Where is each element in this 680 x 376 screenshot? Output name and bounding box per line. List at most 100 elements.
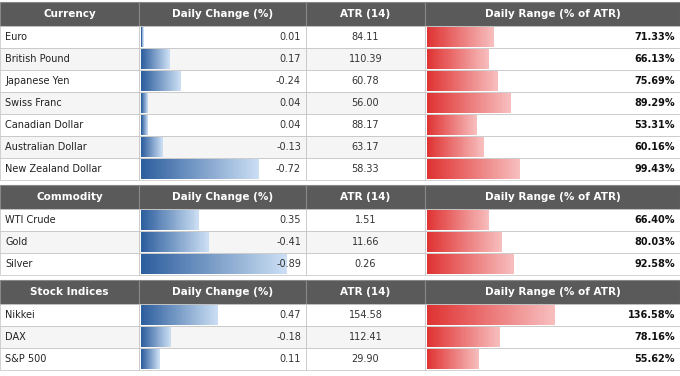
Bar (444, 254, 446, 274)
Bar (430, 327, 432, 347)
Bar (518, 305, 521, 325)
Bar (143, 349, 144, 369)
Bar (458, 115, 459, 135)
Bar (306, 280, 425, 304)
Bar (146, 349, 147, 369)
Bar (427, 210, 428, 230)
Bar (475, 137, 477, 157)
Bar (203, 305, 204, 325)
Bar (146, 349, 147, 369)
Bar (204, 159, 206, 179)
Text: 71.33%: 71.33% (634, 32, 675, 42)
Bar (433, 49, 435, 69)
Bar (499, 254, 501, 274)
Bar (142, 71, 143, 91)
Bar (433, 305, 436, 325)
Bar (481, 254, 483, 274)
Bar (466, 210, 468, 230)
Bar (462, 159, 464, 179)
Bar (157, 327, 158, 347)
Bar (153, 349, 154, 369)
Bar (499, 232, 501, 252)
Bar (468, 232, 470, 252)
Bar (432, 115, 434, 135)
Bar (162, 49, 163, 69)
Bar (432, 49, 434, 69)
Bar (460, 115, 462, 135)
Bar (511, 159, 513, 179)
Bar (434, 93, 436, 113)
Bar (153, 71, 154, 91)
Bar (432, 349, 434, 369)
Bar (460, 327, 462, 347)
Bar (167, 71, 169, 91)
Bar (437, 71, 438, 91)
Bar (457, 115, 458, 135)
Bar (156, 305, 157, 325)
Bar (158, 305, 160, 325)
Bar (506, 93, 508, 113)
Bar (197, 254, 200, 274)
Bar (156, 71, 158, 91)
Bar (477, 349, 479, 369)
Bar (435, 159, 437, 179)
Bar (448, 27, 449, 47)
Bar (162, 71, 163, 91)
Bar (139, 231, 306, 253)
Bar (148, 137, 149, 157)
Bar (463, 349, 464, 369)
Bar (481, 49, 483, 69)
Bar (173, 210, 174, 230)
Bar (430, 232, 432, 252)
Bar (199, 254, 202, 274)
Bar (435, 327, 436, 347)
Bar (306, 70, 425, 92)
Bar (485, 27, 486, 47)
Bar (441, 232, 443, 252)
Bar (527, 305, 529, 325)
Bar (473, 93, 475, 113)
Bar (446, 71, 447, 91)
Bar (206, 232, 207, 252)
Bar (0, 48, 139, 70)
Bar (450, 159, 452, 179)
Bar (144, 349, 145, 369)
Bar (450, 137, 452, 157)
Bar (144, 327, 145, 347)
Bar (472, 71, 473, 91)
Bar (467, 137, 469, 157)
Bar (141, 137, 143, 157)
Bar (433, 349, 435, 369)
Bar (235, 159, 237, 179)
Bar (431, 254, 433, 274)
Bar (436, 115, 437, 135)
Bar (144, 49, 145, 69)
Bar (477, 327, 479, 347)
Bar (171, 232, 173, 252)
Bar (214, 305, 216, 325)
Bar (498, 254, 499, 274)
Bar (486, 327, 488, 347)
Text: 1.51: 1.51 (355, 215, 376, 225)
Bar (432, 210, 434, 230)
Bar (457, 349, 458, 369)
Bar (494, 93, 496, 113)
Bar (439, 232, 441, 252)
Bar (167, 49, 168, 69)
Bar (492, 159, 494, 179)
Bar (439, 49, 441, 69)
Bar (430, 49, 432, 69)
Bar (469, 327, 470, 347)
Bar (438, 115, 439, 135)
Bar (202, 159, 204, 179)
Bar (466, 49, 468, 69)
Bar (463, 254, 465, 274)
Bar (153, 327, 154, 347)
Text: Stock Indices: Stock Indices (31, 287, 109, 297)
Bar (245, 159, 248, 179)
Bar (441, 159, 443, 179)
Bar (438, 93, 440, 113)
Bar (485, 254, 486, 274)
Bar (484, 232, 486, 252)
Bar (146, 210, 148, 230)
